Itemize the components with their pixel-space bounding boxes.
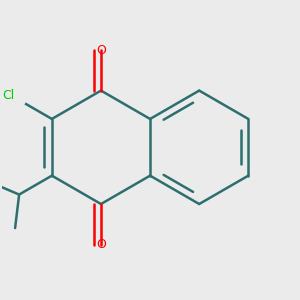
Text: Cl: Cl bbox=[2, 89, 14, 102]
Text: O: O bbox=[96, 238, 106, 251]
Text: O: O bbox=[96, 44, 106, 57]
